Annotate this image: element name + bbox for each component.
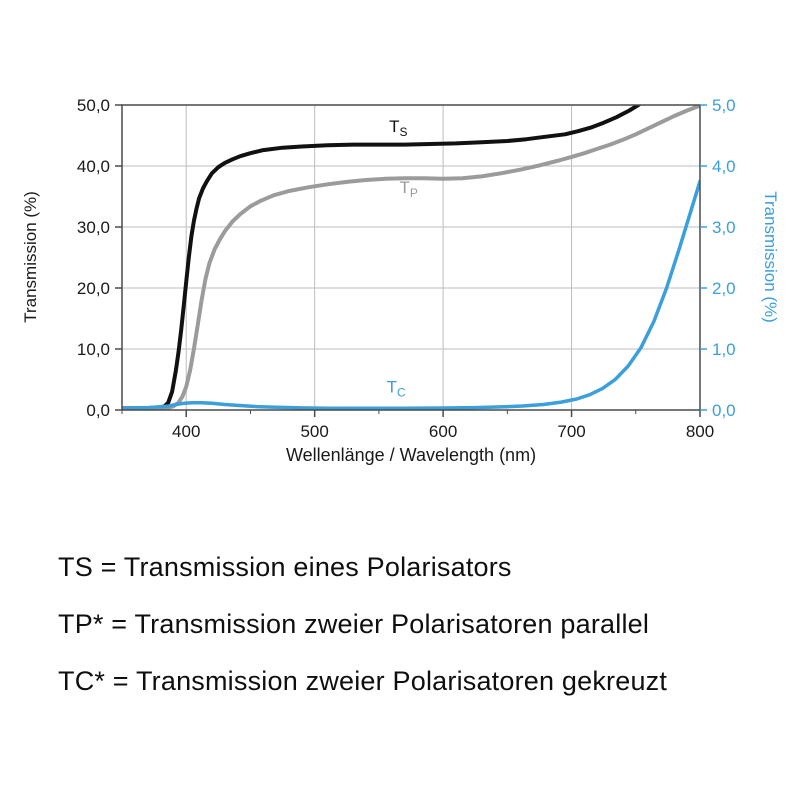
x-tick-label: 600 — [429, 422, 457, 441]
legend-line-tp: TP* = Transmission zweier Polarisatoren … — [58, 609, 650, 639]
series-line-tp — [122, 105, 700, 410]
chart-plot-area: 400 500 600 700 800 0,0 10,0 20,0 30,0 40,0 50,0 0,… — [77, 96, 736, 441]
y-left-tick-label: 40,0 — [77, 157, 110, 176]
plot-border — [121, 104, 701, 411]
legend: TS = Transmission eines Polarisators TP*… — [0, 552, 800, 697]
y-left-tick-label: 30,0 — [77, 218, 110, 237]
y-right-tick-label: 2,0 — [712, 279, 736, 298]
x-tick-label: 800 — [686, 422, 714, 441]
x-tick-label: 500 — [300, 422, 328, 441]
y-right-tick-label: 5,0 — [712, 96, 736, 115]
legend-line-ts: TS = Transmission eines Polarisators — [58, 552, 512, 582]
y-right-tick-label: 3,0 — [712, 218, 736, 237]
y-left-tick-label: 50,0 — [77, 96, 110, 115]
curve-label-ts: TS — [389, 117, 407, 139]
transmission-chart: 400 500 600 700 800 0,0 10,0 20,0 30,0 40,0 50,0 0,… — [21, 96, 780, 465]
y-left-tick-label: 0,0 — [86, 401, 110, 420]
x-tick-label: 400 — [172, 422, 200, 441]
legend-line-tc: TC* = Transmission zweier Polarisatoren … — [58, 666, 668, 696]
y-right-tick-label: 1,0 — [712, 340, 736, 359]
curve-label-tp: TP — [399, 178, 417, 200]
y-left-tick-label: 10,0 — [77, 340, 110, 359]
curve-label-tc: TC — [387, 377, 406, 399]
y-right-tick-label: 4,0 — [712, 157, 736, 176]
y-axis-left-title: Transmission (%) — [21, 191, 40, 323]
y-right-tick-label: 0,0 — [712, 401, 736, 420]
x-axis-title: Wellenlänge / Wavelength (nm) — [286, 445, 536, 465]
x-tick-label: 700 — [557, 422, 585, 441]
y-axis-right-title: Transmission (%) — [761, 191, 780, 323]
series-line-tc — [122, 179, 700, 410]
chart-svg: 400 500 600 700 800 0,0 10,0 20,0 30,0 40,0 50,0 0,… — [21, 96, 780, 465]
series-line-ts — [122, 105, 642, 410]
y-left-tick-label: 20,0 — [77, 279, 110, 298]
